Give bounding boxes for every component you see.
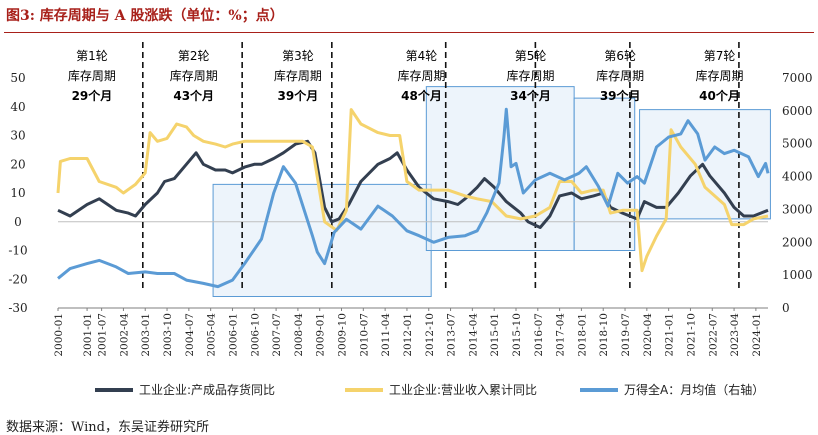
x-tick-label: 2012-01 [402, 313, 414, 357]
cycle-annotation-name: 第3轮 [282, 49, 314, 63]
x-tick-label: 2015-01 [489, 313, 501, 357]
x-tick-label: 2009-10 [337, 313, 349, 357]
x-tick-label: 2003-10 [162, 313, 174, 357]
title-rule [4, 32, 814, 33]
figure-title: 图3: 库存周期与 A 股涨跌（单位：%；点） [6, 8, 284, 24]
x-tick-label: 2010-07 [358, 313, 370, 357]
shaded-region-4 [639, 109, 771, 220]
x-tick-label: 2016-07 [533, 313, 545, 357]
x-tick-label: 2021-10 [685, 313, 697, 357]
y-left-tick: 30 [10, 129, 25, 143]
chart: -30 -20 -10 0 10 20 30 40 50 0 1000 2000 3000 4000 500… [8, 42, 813, 397]
x-tick-label: 2006-01 [227, 313, 239, 357]
series-line-1 [57, 139, 769, 229]
y-left-tick: 0 [14, 215, 22, 229]
cycle-annotation-label: 库存周期 [596, 68, 644, 83]
x-tick-label: 2018-01 [576, 313, 588, 357]
cycle-annotation-label: 库存周期 [274, 68, 322, 83]
cycle-annotation-name: 第4轮 [406, 49, 438, 63]
x-tick-label: 2006-10 [249, 313, 261, 357]
cycle-annotation-duration: 43个月 [173, 88, 214, 103]
y-left-tick: 20 [10, 157, 25, 171]
x-tick-label: 2020-04 [642, 313, 654, 357]
cycle-annotation-name: 第1轮 [76, 49, 108, 63]
y-right-tick: 6000 [782, 104, 813, 118]
y-right-tick: 7000 [782, 71, 813, 85]
x-tick-label: 2001-01 [82, 313, 94, 357]
cycle-annotation-label: 库存周期 [170, 68, 218, 83]
cycle-annotation-label: 库存周期 [397, 68, 445, 83]
cycle-annotation-label: 库存周期 [68, 68, 116, 83]
y-left-tick: -30 [8, 301, 27, 315]
cycle-annotation-name: 第2轮 [178, 49, 210, 63]
x-tick-label: 2005-04 [206, 313, 218, 357]
source-note: 数据来源：Wind，东吴证券研究所 [6, 420, 209, 435]
cycle-annotation-name: 第6轮 [604, 49, 636, 63]
cycle-annotation-name: 第5轮 [515, 49, 547, 63]
series-line-2 [56, 108, 769, 273]
x-tick-label: 2024-01 [751, 313, 763, 357]
x-tick-label: 2019-07 [620, 313, 632, 357]
cycle-annotation-duration: 39个月 [600, 88, 641, 103]
cycle-annotation-duration: 34个月 [510, 88, 551, 103]
x-tick-label: 2008-04 [293, 313, 305, 357]
y-right-tick: 4000 [782, 170, 813, 184]
x-tick-label: 2014-04 [467, 313, 479, 357]
y-left-tick: 40 [10, 100, 25, 114]
y-right-tick: 0 [782, 301, 790, 315]
x-tick-label: 2011-04 [380, 313, 392, 357]
series-line-3 [57, 107, 770, 289]
y-left-tick: -20 [8, 272, 27, 286]
cycle-annotation-label: 库存周期 [696, 68, 744, 83]
shaded-region-3 [573, 97, 636, 251]
x-tick-label: 2013-07 [446, 313, 458, 357]
cycle-annotation-duration: 40个月 [699, 88, 740, 103]
cycle-annotation-name: 第7轮 [704, 49, 736, 63]
x-tick-label: 2012-10 [424, 313, 436, 357]
cycle-annotation-duration: 39个月 [278, 88, 319, 103]
x-tick-label: 2021-01 [664, 313, 676, 357]
x-tick-label: 2000-01 [53, 313, 65, 357]
cycle-annotation-duration: 29个月 [72, 88, 113, 103]
y-right-tick: 1000 [782, 268, 813, 282]
x-tick-label: 2009-01 [315, 313, 327, 357]
cycle-annotation-label: 库存周期 [507, 68, 555, 83]
cycle-annotation-duration: 48个月 [401, 88, 442, 103]
y-left-tick: 50 [10, 71, 25, 85]
y-left-tick: 10 [10, 186, 25, 200]
legend-label-1: 工业企业:产成品存货同比 [139, 382, 275, 397]
x-tick-label: 2015-10 [511, 313, 523, 357]
x-tick-label: 2023-04 [729, 313, 741, 357]
y-right-tick: 5000 [782, 137, 813, 151]
x-tick-label: 2007-07 [271, 313, 283, 357]
x-tick-label: 2018-10 [598, 313, 610, 357]
x-tick-label: 2003-01 [140, 313, 152, 357]
x-tick-label: 2001-07 [97, 313, 109, 357]
legend-label-3: 万得全A：月均值（右轴） [624, 382, 764, 397]
x-tick-label: 2017-04 [555, 313, 567, 357]
y-right-tick: 2000 [782, 235, 813, 249]
x-tick-label: 2004-07 [184, 313, 196, 357]
y-right-tick: 3000 [782, 202, 813, 216]
legend-label-2: 工业企业:营业收入累计同比 [389, 382, 537, 397]
y-left-tick: -10 [8, 244, 27, 258]
x-tick-label: 2002-04 [118, 313, 130, 357]
x-tick-label: 2022-07 [707, 313, 719, 357]
